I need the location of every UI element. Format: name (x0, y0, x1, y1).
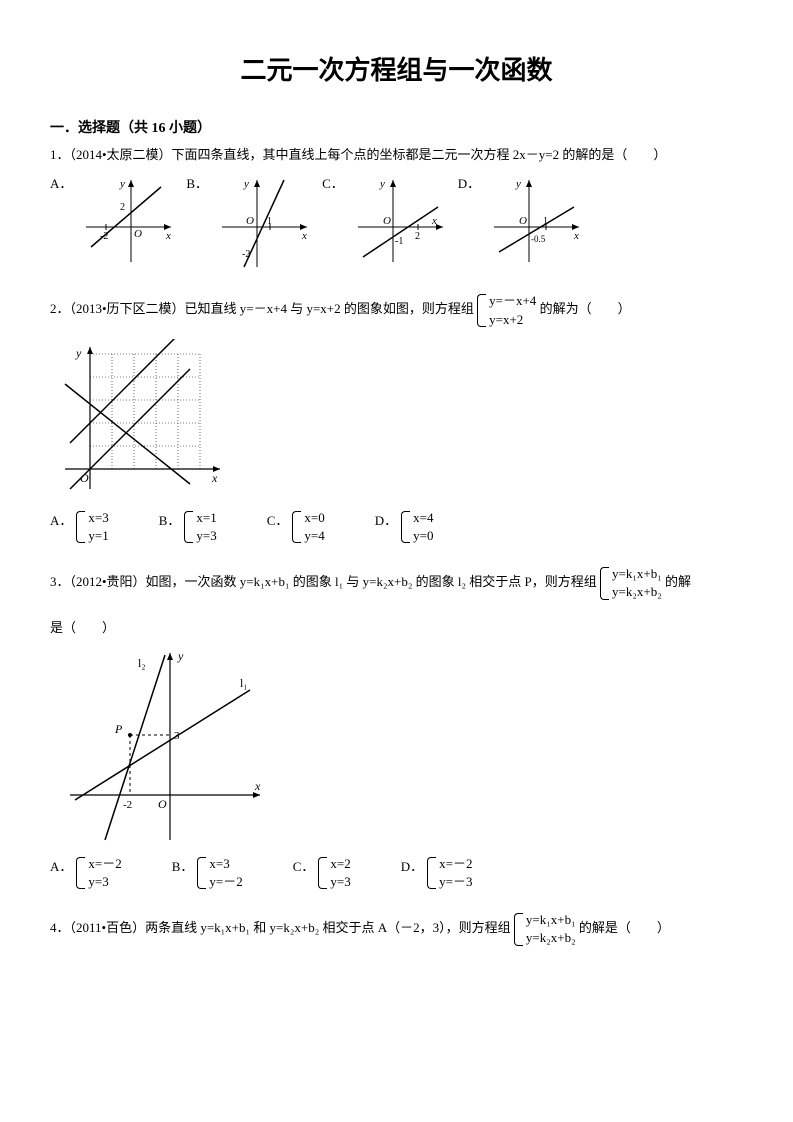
q4-suffix: 的解是（ ） (579, 920, 670, 935)
svg-text:2: 2 (120, 202, 125, 213)
q1-options: A． O x y 2 -2 B． (50, 172, 743, 272)
svg-text:x: x (301, 230, 307, 242)
q4-prefix: 4．（2011•百色）两条直线 y=k₁x+b₁ 和 y=k₂x+b₂ 相交于点… (50, 920, 511, 935)
q2-prefix: 2．（2013•历下区二模）已知直线 y=－x+4 与 y=x+2 的图象如图，… (50, 302, 474, 317)
svg-text:-0.5: -0.5 (531, 234, 546, 244)
svg-text:y: y (379, 178, 385, 190)
svg-text:O: O (158, 797, 167, 811)
section-header: 一．选择题（共 16 小题） (50, 117, 743, 137)
option-label: C． (322, 172, 344, 195)
q1-option-B: B． O x y 1 -2 (186, 172, 312, 272)
q3-option-D: D． x=－2y=－3 (401, 855, 473, 891)
question-1: 1．（2014•太原二模）下面四条直线，其中直线上每个点的坐标都是二元一次方程 … (50, 143, 743, 272)
q1-text: 1．（2014•太原二模）下面四条直线，其中直线上每个点的坐标都是二元一次方程 … (50, 143, 743, 166)
option-label: A． (50, 172, 72, 195)
q3-system: y=k₁x+b₁ y=k₂x+b₂ (600, 565, 662, 601)
q3-option-C: C． x=2y=3 (293, 855, 351, 891)
q4-text: 4．（2011•百色）两条直线 y=k₁x+b₁ 和 y=k₂x+b₂ 相交于点… (50, 911, 743, 947)
q1-chart-A: O x y 2 -2 (76, 172, 176, 272)
q2-option-D: D． x=4y=0 (375, 509, 434, 545)
svg-text:O: O (519, 215, 527, 227)
q3-option-B: B． x=3y=－2 (172, 855, 243, 891)
q2-chart: O x y (50, 339, 230, 499)
q1-chart-C: O x y 2 -1 (348, 172, 448, 272)
svg-text:O: O (383, 215, 391, 227)
q3-option-A: A． x=－2y=3 (50, 855, 122, 891)
q2-system: y=－x+4 y=x+2 (477, 292, 536, 328)
svg-text:l₂: l₂ (138, 656, 146, 670)
option-label: D． (458, 172, 480, 195)
svg-text:y: y (119, 178, 125, 190)
svg-text:x: x (211, 471, 218, 485)
q2-option-B: B． x=1y=3 (159, 509, 217, 545)
question-2: 2．（2013•历下区二模）已知直线 y=－x+4 与 y=x+2 的图象如图，… (50, 292, 743, 545)
q2-options: A． x=3y=1 B． x=1y=3 C． x=0y=4 D． x=4y=0 (50, 509, 743, 545)
q3-options: A． x=－2y=3 B． x=3y=－2 C． x=2y=3 D． x=－2y… (50, 855, 743, 891)
q1-chart-D: O x y 1 -0.5 (484, 172, 584, 272)
svg-text:y: y (243, 178, 249, 190)
svg-text:2: 2 (415, 231, 420, 242)
svg-text:1: 1 (543, 216, 548, 227)
q3-line2: 是（ ） (50, 616, 743, 639)
svg-text:y: y (177, 649, 184, 663)
svg-text:O: O (246, 215, 254, 227)
q3-text: 3．（2012•贵阳）如图，一次函数 y=k₁x+b₁ 的图象 l₁ 与 y=k… (50, 565, 743, 601)
q1-option-C: C． O x y 2 -1 (322, 172, 448, 272)
svg-text:x: x (573, 230, 579, 242)
svg-text:3: 3 (174, 730, 180, 742)
q1-chart-B: O x y 1 -2 (212, 172, 312, 272)
svg-text:l₁: l₁ (240, 676, 248, 690)
svg-text:O: O (134, 228, 142, 240)
svg-text:x: x (431, 215, 437, 227)
q4-system: y=k₁x+b₁ y=k₂x+b₂ (514, 911, 576, 947)
q2-text: 2．（2013•历下区二模）已知直线 y=－x+4 与 y=x+2 的图象如图，… (50, 292, 743, 328)
svg-text:-1: -1 (395, 236, 403, 247)
q3-suffix: 的解 (665, 574, 691, 589)
page-title: 二元一次方程组与一次函数 (50, 50, 743, 87)
svg-text:x: x (165, 230, 171, 242)
question-3: 3．（2012•贵阳）如图，一次函数 y=k₁x+b₁ 的图象 l₁ 与 y=k… (50, 565, 743, 891)
q1-option-D: D． O x y 1 -0.5 (458, 172, 584, 272)
option-label: B． (186, 172, 208, 195)
svg-text:P: P (114, 722, 123, 736)
svg-text:-2: -2 (100, 231, 108, 242)
svg-text:y: y (75, 346, 82, 360)
svg-text:1: 1 (267, 216, 272, 227)
svg-text:x: x (254, 779, 261, 793)
q2-suffix: 的解为（ ） (540, 302, 631, 317)
svg-text:O: O (80, 471, 89, 485)
svg-text:-2: -2 (123, 799, 132, 811)
q2-option-C: C． x=0y=4 (267, 509, 325, 545)
q2-option-A: A． x=3y=1 (50, 509, 109, 545)
q3-prefix: 3．（2012•贵阳）如图，一次函数 y=k₁x+b₁ 的图象 l₁ 与 y=k… (50, 574, 597, 589)
q1-option-A: A． O x y 2 -2 (50, 172, 176, 272)
q3-chart: O x y P 3 -2 l₁ l₂ (50, 645, 270, 845)
svg-text:-2: -2 (242, 249, 250, 260)
question-4: 4．（2011•百色）两条直线 y=k₁x+b₁ 和 y=k₂x+b₂ 相交于点… (50, 911, 743, 947)
svg-text:y: y (515, 178, 521, 190)
